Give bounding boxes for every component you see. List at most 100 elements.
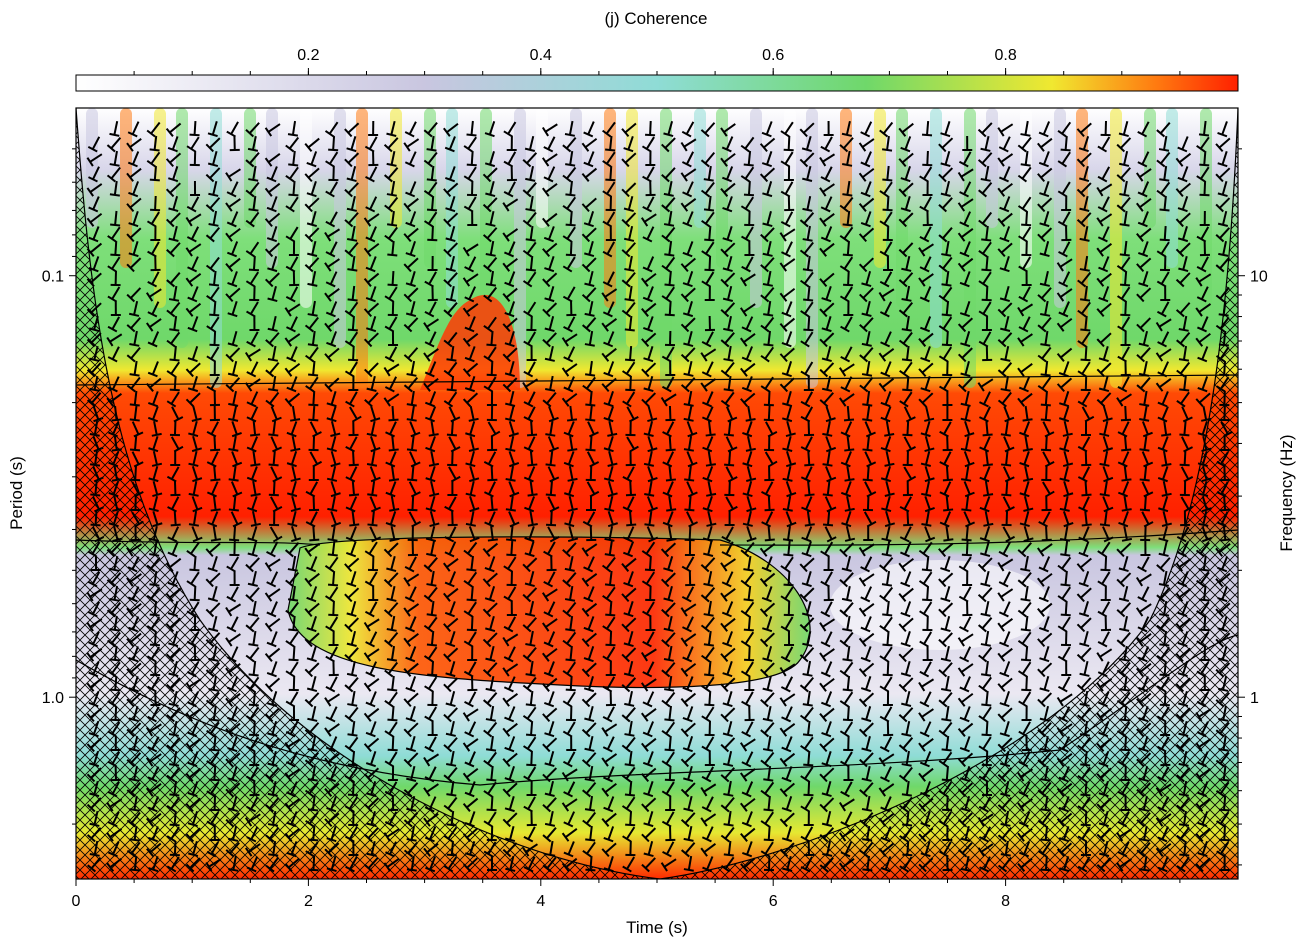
phase-arrow-shaft <box>151 271 160 285</box>
phase-arrow-head <box>325 220 336 228</box>
phase-arrow-shaft <box>589 435 593 451</box>
phase-arrow-shaft <box>212 495 217 511</box>
phase-arrow <box>147 241 160 258</box>
phase-arrow-shaft <box>366 213 380 223</box>
phase-arrow <box>306 586 318 603</box>
phase-arrow-head <box>209 313 220 317</box>
phase-arrow <box>189 585 200 602</box>
phase-arrow-head <box>664 283 675 287</box>
phase-arrow-head <box>232 491 243 498</box>
phase-arrow <box>288 240 299 257</box>
phase-arrow <box>327 540 338 557</box>
phase-arrow-head <box>403 354 413 363</box>
phase-arrow-shaft <box>490 495 494 511</box>
phase-arrow-shaft <box>352 450 355 466</box>
phase-arrow-head <box>365 701 376 708</box>
phase-arrow-head <box>267 297 278 303</box>
phase-arrow-shaft <box>232 495 237 511</box>
phase-arrow-shaft <box>408 121 417 135</box>
phase-arrow-shaft <box>388 751 398 765</box>
phase-arrow-shaft <box>390 495 396 511</box>
phase-arrow-head <box>605 148 616 152</box>
phase-arrow-shaft <box>131 451 140 465</box>
phase-arrow-shaft <box>171 406 180 420</box>
phase-arrow <box>324 377 340 393</box>
phase-arrow-head <box>305 490 316 498</box>
phase-arrow <box>346 136 357 153</box>
phase-arrow-shaft <box>391 435 395 451</box>
phase-arrow <box>345 391 358 408</box>
phase-arrow-head <box>290 507 301 513</box>
phase-arrow <box>109 120 120 137</box>
phase-arrow-shaft <box>308 316 319 330</box>
phase-arrow-head <box>324 231 332 242</box>
phase-arrow-head <box>344 158 353 168</box>
phase-arrow <box>167 136 179 153</box>
phase-arrow-shaft <box>629 480 632 496</box>
phase-arrow <box>346 660 358 677</box>
phase-arrow-shaft <box>270 406 278 420</box>
phase-arrow <box>330 420 341 437</box>
phase-arrow-shaft <box>351 225 356 241</box>
hf-stripe <box>514 108 526 388</box>
phase-arrow-shaft <box>151 331 160 345</box>
phase-arrow-shaft <box>230 646 239 660</box>
phase-arrow-head <box>265 339 274 348</box>
phase-arrow-head <box>245 280 256 288</box>
phase-arrow-head <box>666 508 677 512</box>
phase-arrow-head <box>129 403 140 407</box>
phase-arrow-head <box>264 248 274 258</box>
phase-arrow <box>347 285 358 302</box>
phase-arrow <box>264 153 281 167</box>
phase-arrow <box>324 258 340 272</box>
phase-arrow-shaft <box>250 331 259 345</box>
phase-arrow-shaft <box>391 465 395 481</box>
phase-arrow-shaft <box>368 571 378 585</box>
phase-arrow-head <box>228 478 239 482</box>
phase-arrow <box>126 257 142 273</box>
phase-arrow-head <box>365 296 376 303</box>
phase-arrow-shaft <box>250 466 258 480</box>
phase-arrow-shaft <box>369 721 377 735</box>
phase-arrow-shaft <box>312 405 316 421</box>
phase-arrow <box>386 645 398 662</box>
phase-arrow-shaft <box>271 285 277 301</box>
phase-arrow-head <box>346 612 357 618</box>
phase-arrow-head <box>186 580 196 588</box>
phase-arrow-head <box>109 193 120 197</box>
phase-arrow-head <box>565 658 576 662</box>
phase-arrow-head <box>166 339 176 348</box>
phase-arrow-shaft <box>331 525 336 541</box>
phase-arrow-shaft <box>228 633 241 643</box>
phase-arrow <box>370 406 381 423</box>
phase-arrow-head <box>664 253 675 257</box>
phase-arrow <box>147 301 160 318</box>
phase-arrow-head <box>325 281 336 288</box>
phase-arrow-head <box>405 191 416 198</box>
phase-arrow <box>386 150 397 167</box>
phase-arrow-head <box>166 279 176 288</box>
hf-stripe <box>176 108 188 348</box>
phase-arrow-head <box>405 312 417 318</box>
phase-arrow-head <box>268 463 279 467</box>
phase-arrow-shaft <box>292 615 296 631</box>
phase-arrow <box>270 496 283 513</box>
phase-arrow-shaft <box>369 466 377 480</box>
phase-arrow <box>325 241 338 258</box>
phase-arrow-head <box>446 388 457 392</box>
phase-arrow <box>127 151 140 168</box>
phase-arrow-shaft <box>228 257 241 269</box>
phase-arrow <box>152 511 163 528</box>
phase-arrow-shaft <box>192 450 198 466</box>
phase-arrow-shaft <box>231 451 239 465</box>
phase-arrow-head <box>246 416 257 423</box>
phase-arrow-head <box>684 538 695 542</box>
hf-stripe <box>716 108 728 268</box>
phase-arrow-shaft <box>230 586 239 600</box>
phase-arrow <box>365 631 378 648</box>
phase-arrow-head <box>266 237 278 243</box>
phase-arrow-head <box>344 623 353 633</box>
phase-arrow-shaft <box>269 526 279 540</box>
phase-arrow-head <box>386 627 397 632</box>
phase-arrow-shaft <box>369 226 377 240</box>
